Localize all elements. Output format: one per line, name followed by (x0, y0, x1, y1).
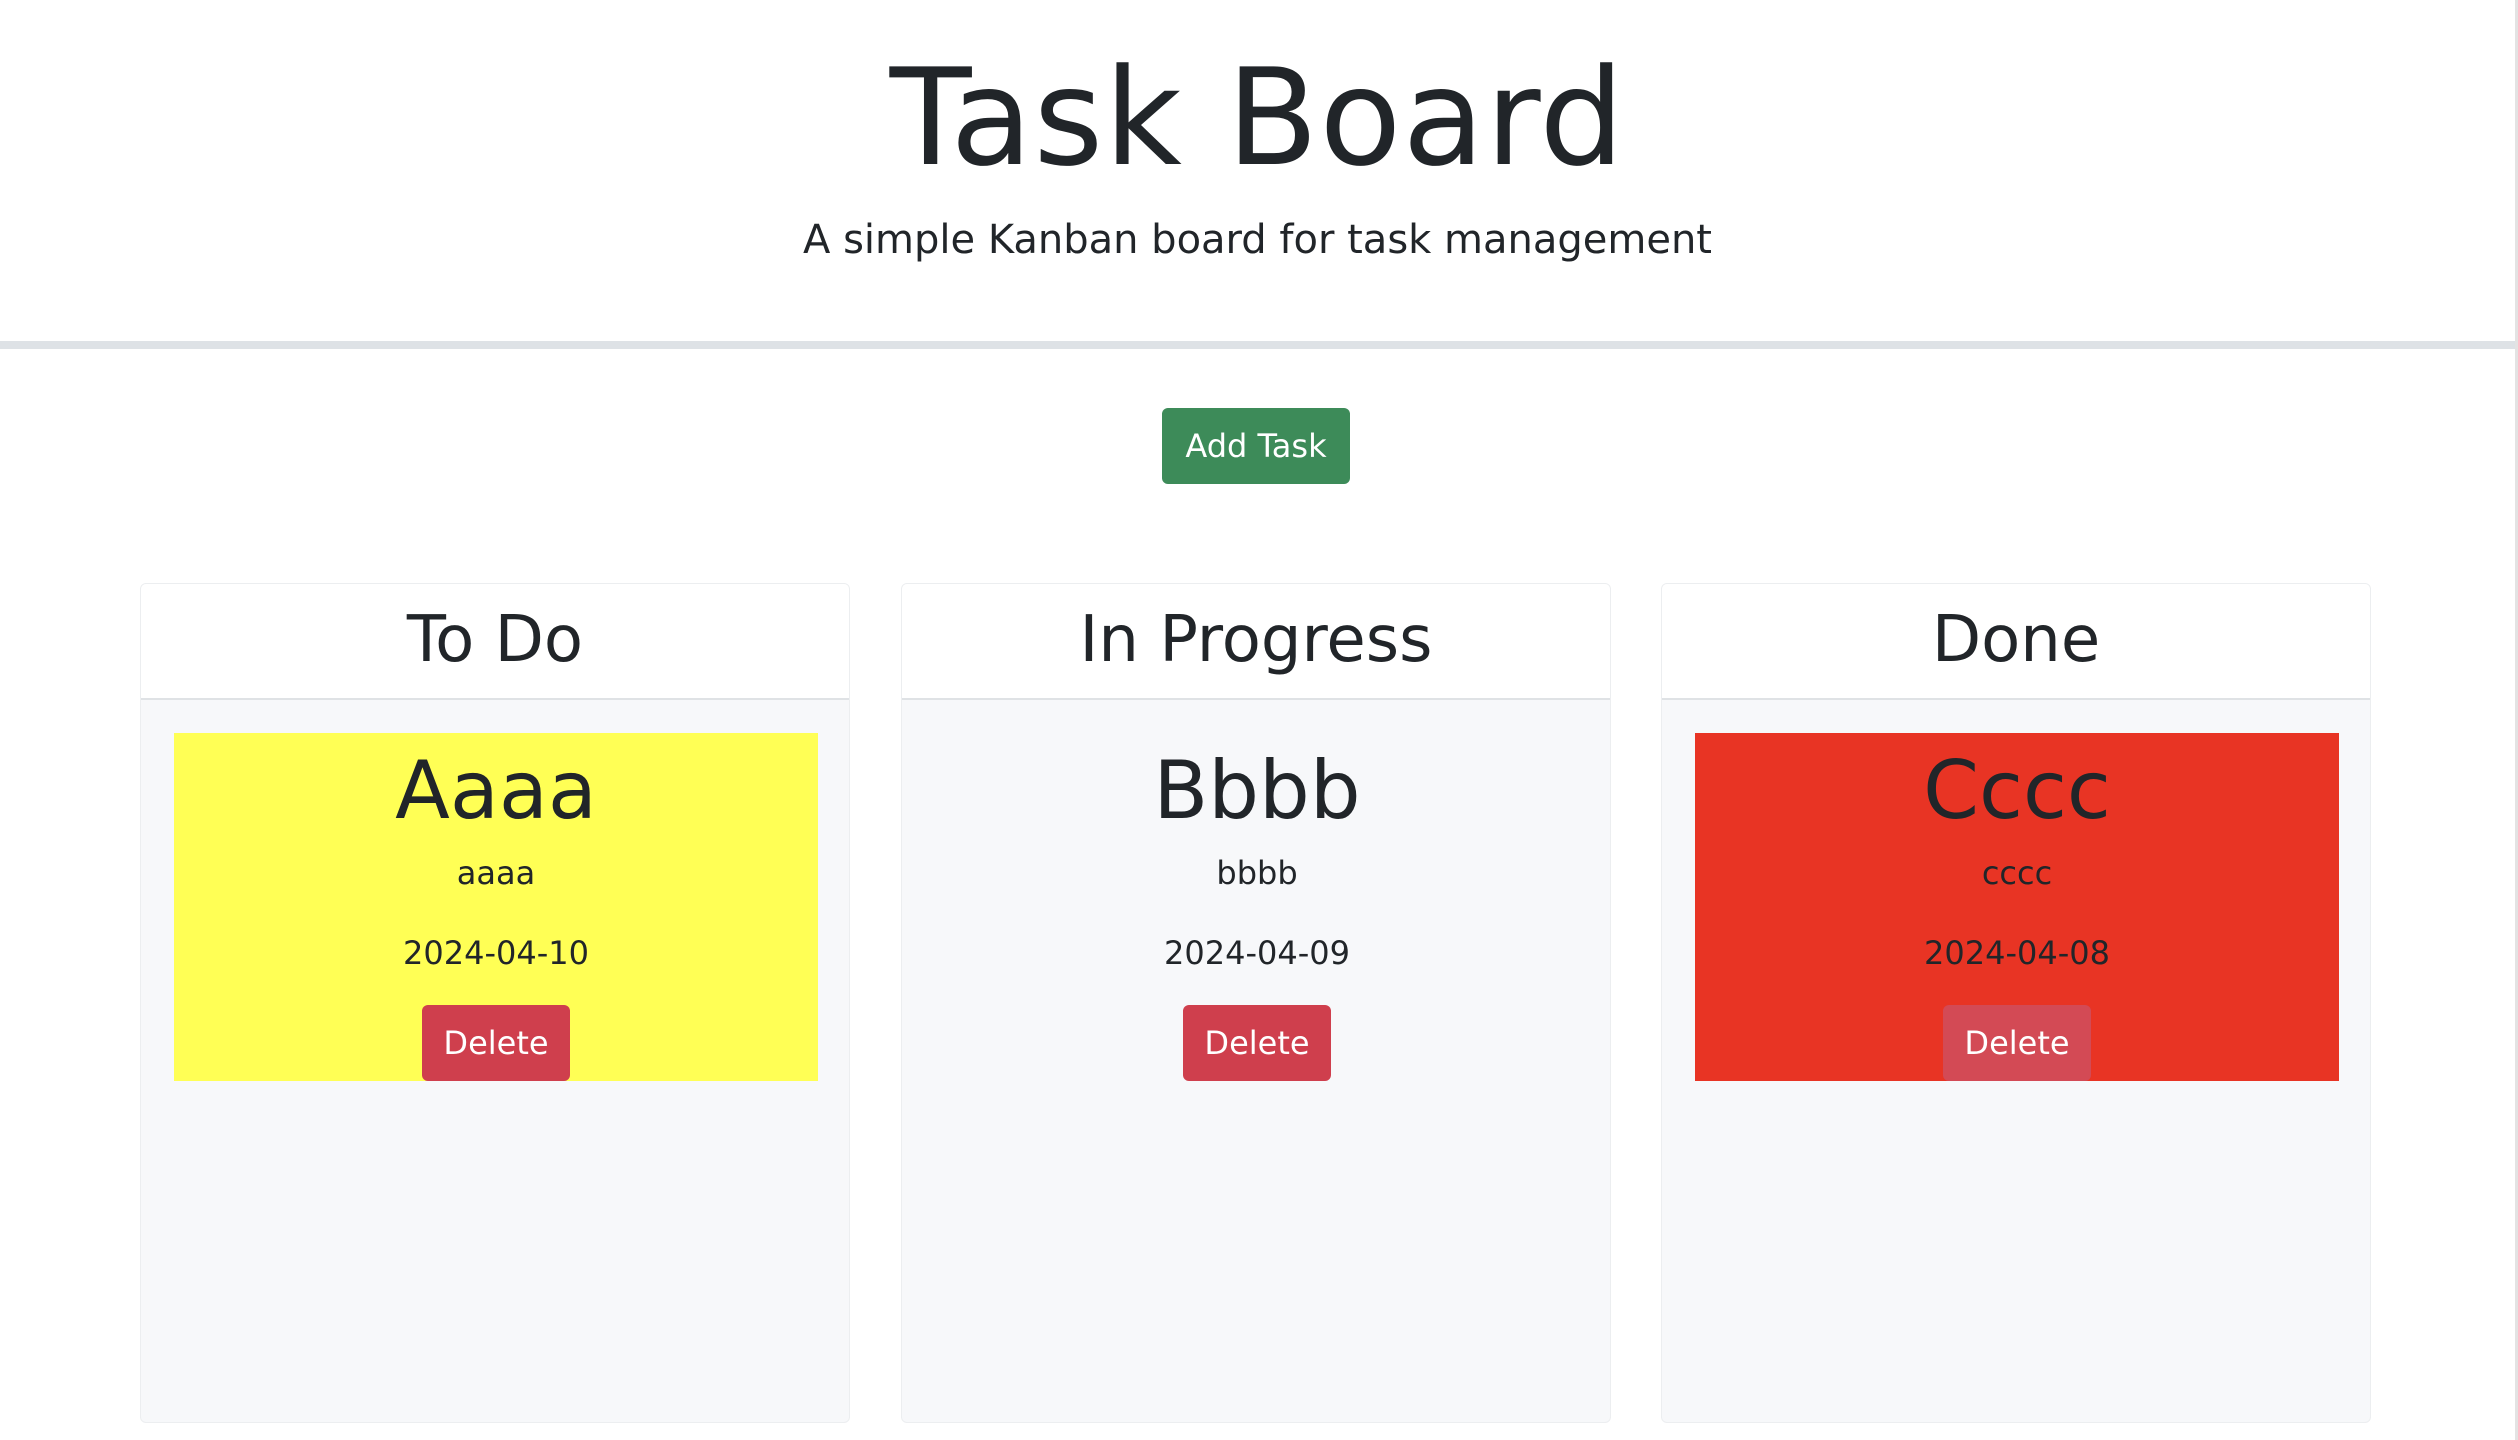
task-card[interactable]: Cccc cccc 2024-04-08 Delete (1695, 733, 2339, 1081)
task-card[interactable]: Aaaa aaaa 2024-04-10 Delete (174, 733, 818, 1081)
delete-task-button[interactable]: Delete (422, 1005, 570, 1081)
column-title: In Progress (902, 584, 1610, 700)
delete-task-button[interactable]: Delete (1943, 1005, 2091, 1081)
column-done: Done Cccc cccc 2024-04-08 Delete (1661, 583, 2371, 1423)
task-title: Cccc (1923, 744, 2111, 837)
task-description: aaaa (456, 854, 536, 892)
task-card[interactable]: Bbbb bbbb 2024-04-09 Delete (935, 733, 1579, 1081)
task-description: cccc (1981, 854, 2053, 892)
page-subtitle: A simple Kanban board for task managemen… (803, 217, 1712, 263)
scrollbar[interactable] (2515, 0, 2518, 1440)
column-title: To Do (141, 584, 849, 700)
column-todo: To Do Aaaa aaaa 2024-04-10 Delete (140, 583, 850, 1423)
task-title: Aaaa (395, 744, 597, 837)
column-in-progress: In Progress Bbbb bbbb 2024-04-09 Delete (901, 583, 1611, 1423)
column-title: Done (1662, 584, 2370, 700)
page-title: Task Board (889, 40, 1626, 196)
task-date: 2024-04-08 (1924, 934, 2110, 972)
add-task-button[interactable]: Add Task (1162, 408, 1350, 484)
task-title: Bbbb (1153, 744, 1361, 837)
task-description: bbbb (1216, 854, 1298, 892)
delete-task-button[interactable]: Delete (1183, 1005, 1331, 1081)
task-date: 2024-04-09 (1164, 934, 1350, 972)
task-date: 2024-04-10 (403, 934, 589, 972)
page-header: Task Board A simple Kanban board for tas… (0, 0, 2515, 349)
